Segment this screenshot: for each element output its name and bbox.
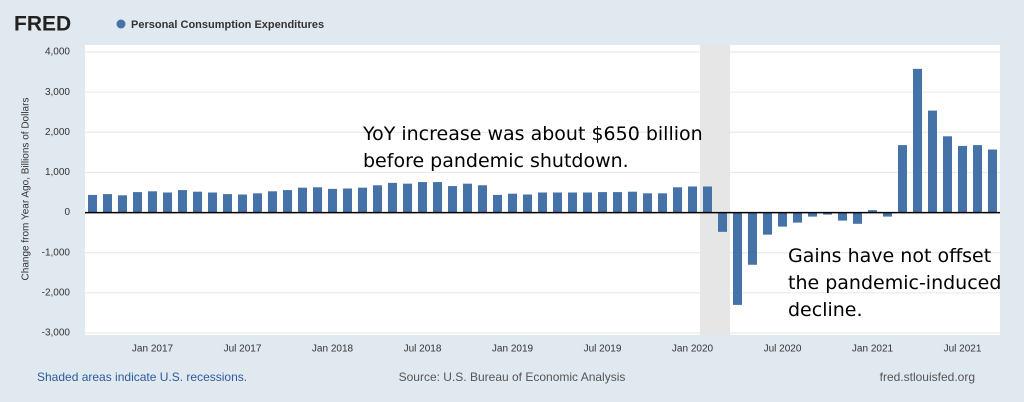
bar (793, 212, 802, 223)
bar (523, 194, 532, 213)
bar (778, 212, 787, 227)
bar (598, 192, 607, 213)
annotation: the pandemic-induced (788, 272, 1001, 294)
bar (148, 191, 157, 213)
bar (883, 212, 892, 217)
bar (973, 145, 982, 213)
annotation: decline. (788, 299, 863, 321)
bar (103, 194, 112, 213)
bar (238, 194, 247, 213)
x-tick-label: Jul 2017 (224, 344, 262, 355)
bar (178, 190, 187, 213)
bar (298, 187, 307, 213)
y-tick-label: 0 (64, 207, 70, 218)
bar (928, 110, 937, 213)
y-tick-label: -3,000 (42, 328, 71, 339)
bar (553, 192, 562, 213)
x-tick-label: Jul 2019 (584, 344, 622, 355)
bar (268, 191, 277, 213)
bar (583, 192, 592, 213)
y-tick-label: -2,000 (42, 287, 71, 298)
bar (763, 212, 772, 235)
bar (418, 182, 427, 213)
bar (808, 212, 817, 217)
bar (193, 191, 202, 213)
bar (868, 210, 877, 213)
bar (88, 194, 97, 213)
bar (838, 212, 847, 221)
y-tick-label: 3,000 (45, 87, 70, 98)
bar (628, 191, 637, 213)
bar (913, 68, 922, 213)
bar (358, 187, 367, 213)
bar (253, 193, 262, 213)
x-tick-label: Jul 2018 (404, 344, 442, 355)
annotation: YoY increase was about $650 billion (362, 123, 703, 145)
logo: FRED (14, 13, 71, 36)
y-tick-label: 4,000 (45, 47, 70, 58)
bar (328, 188, 337, 213)
bar (658, 193, 667, 213)
x-tick-label: Jan 2019 (492, 344, 534, 355)
bar (163, 192, 172, 213)
bar (673, 187, 682, 213)
x-tick-label: Jan 2017 (132, 344, 174, 355)
y-tick-label: 2,000 (45, 127, 70, 138)
bar (223, 194, 232, 213)
bar (853, 212, 862, 224)
bar (718, 212, 727, 232)
plot-area (85, 45, 1000, 335)
bar (388, 182, 397, 213)
bar (343, 188, 352, 213)
bar (688, 186, 697, 213)
x-tick-label: Jul 2021 (944, 344, 982, 355)
bar (463, 183, 472, 213)
bar (898, 145, 907, 213)
bar (433, 182, 442, 213)
bar (313, 187, 322, 213)
annotation: Gains have not offset (788, 245, 991, 267)
bar (568, 192, 577, 213)
annotation: before pandemic shutdown. (363, 150, 629, 172)
bar (478, 185, 487, 213)
bar (493, 194, 502, 213)
x-tick-label: Jan 2018 (312, 344, 354, 355)
x-tick-label: Jan 2021 (852, 344, 894, 355)
footer-left[interactable]: Shaded areas indicate U.S. recessions. (37, 370, 247, 384)
legend-label: Personal Consumption Expenditures (131, 19, 324, 31)
bar (133, 192, 142, 213)
bar (508, 193, 517, 213)
legend-swatch (116, 19, 126, 29)
bar (958, 145, 967, 213)
x-tick-label: Jul 2020 (764, 344, 802, 355)
footer-center: Source: U.S. Bureau of Economic Analysis (399, 370, 626, 384)
bar (613, 192, 622, 213)
bar (703, 186, 712, 213)
bar (208, 192, 217, 213)
bar (373, 185, 382, 213)
bar (448, 186, 457, 213)
x-tick-label: Jan 2020 (672, 344, 714, 355)
bar (403, 183, 412, 213)
footer-right[interactable]: fred.stlouisfed.org (880, 370, 975, 384)
bar (748, 212, 757, 265)
bar (283, 190, 292, 213)
bar (538, 192, 547, 213)
bar (823, 212, 832, 215)
y-tick-label: 1,000 (45, 167, 70, 178)
y-tick-label: -1,000 (42, 247, 71, 258)
y-axis-label: Change from Year Ago, Billions of Dollar… (21, 98, 32, 281)
bar (988, 149, 997, 213)
bar (118, 195, 127, 213)
bar (643, 193, 652, 213)
bar (733, 212, 742, 305)
bar (943, 136, 952, 213)
